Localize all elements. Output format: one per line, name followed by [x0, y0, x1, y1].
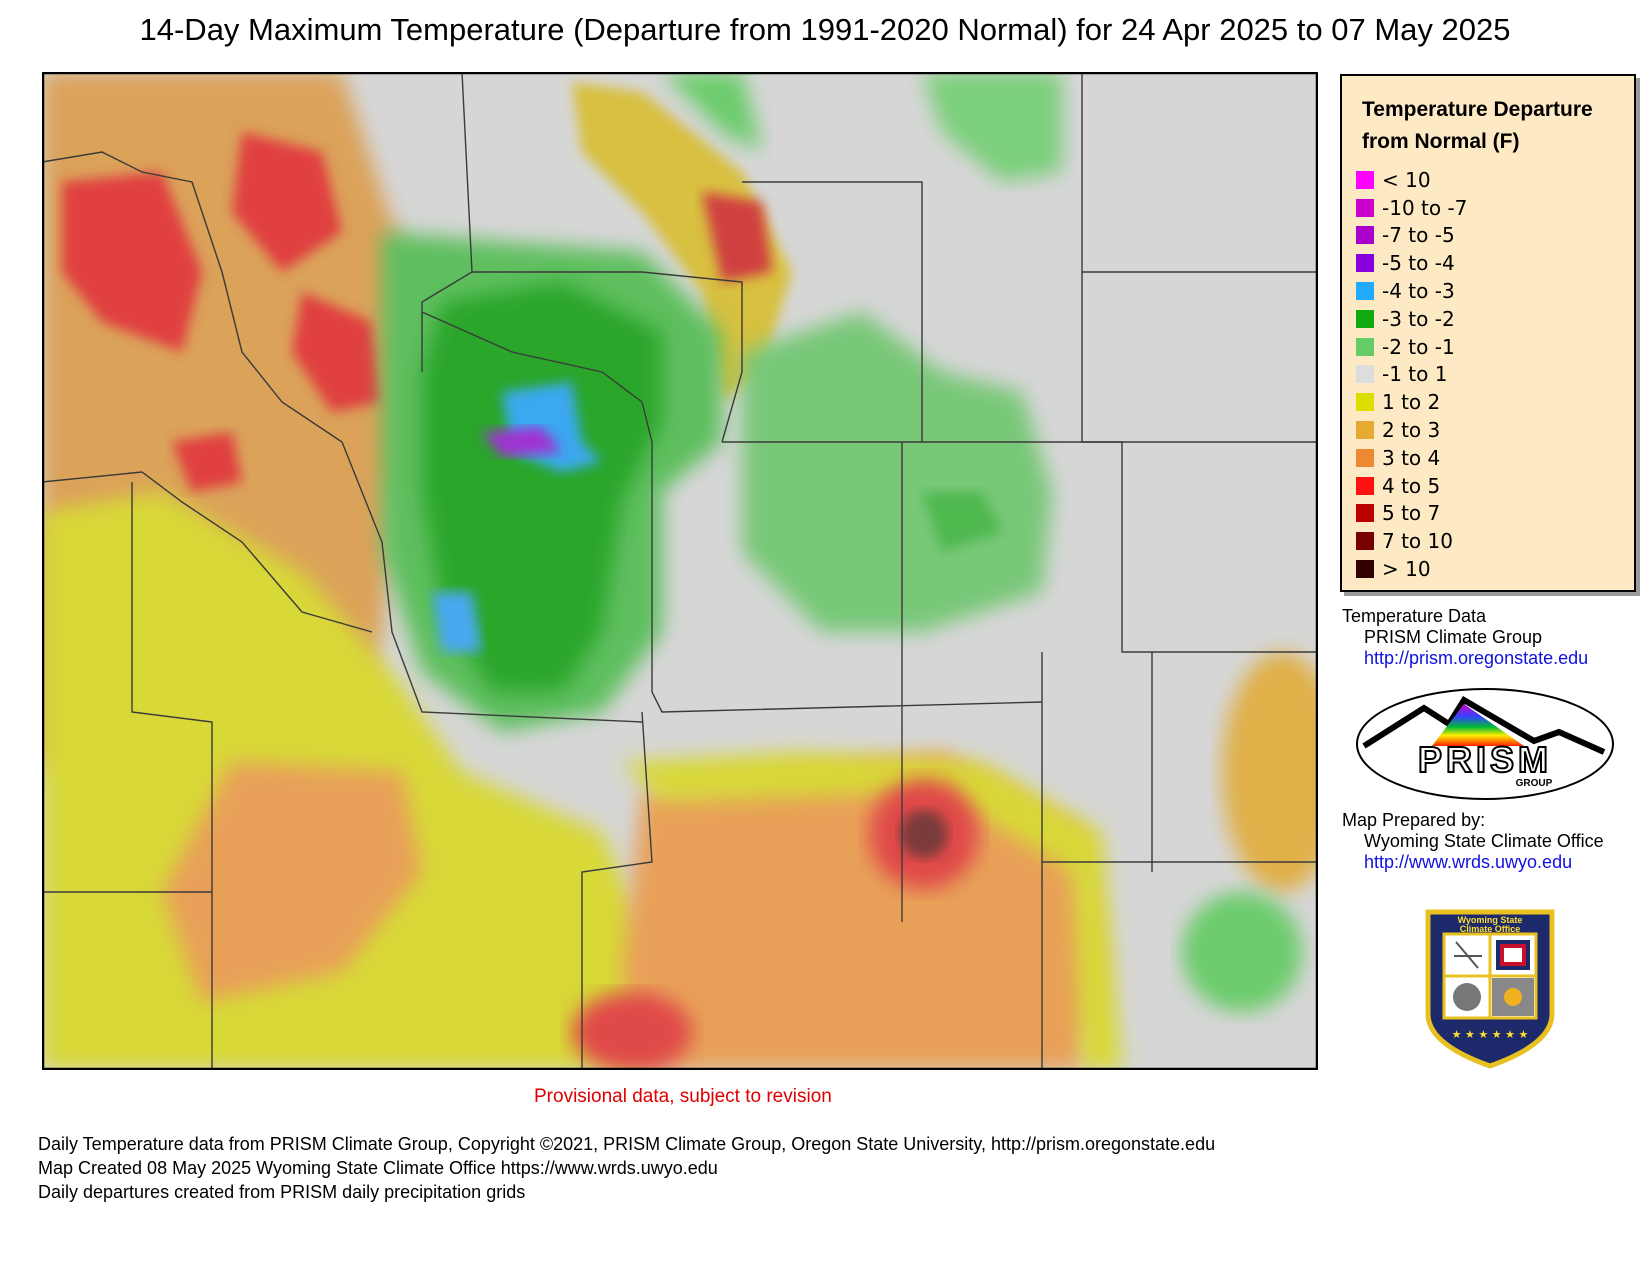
legend-items: < 10 -10 to -7 -7 to -5 -5 to -4 -4 to -3 -3 …	[1356, 166, 1467, 583]
region-east-edge-warm	[1222, 652, 1318, 892]
legend-item: -2 to -1	[1356, 333, 1467, 361]
region-southwest-orange	[162, 762, 422, 1002]
legend-item: 2 to 3	[1356, 416, 1467, 444]
legend-title-line1: Temperature Departure	[1362, 98, 1593, 121]
region-southeast-yellow	[622, 752, 1122, 1070]
hotspot-south	[572, 992, 692, 1070]
legend-item: -1 to 1	[1356, 361, 1467, 389]
legend-item: -10 to -7	[1356, 194, 1467, 222]
legend-label: -4 to -3	[1382, 279, 1455, 304]
legend-item: < 10	[1356, 166, 1467, 194]
legend-label: 1 to 2	[1382, 390, 1441, 415]
region-south-orange	[622, 752, 1102, 1070]
prism-logo: PRISM GROUP	[1356, 688, 1614, 800]
temperature-data-credit: Temperature Data PRISM Climate Group htt…	[1342, 606, 1588, 669]
legend-swatch	[1356, 309, 1374, 328]
legend-label: -3 to -2	[1382, 306, 1455, 331]
legend-item: -3 to -2	[1356, 305, 1467, 333]
legend-title-line2: from Normal (F)	[1362, 130, 1520, 153]
region-west-red-1	[62, 172, 202, 352]
legend-swatch	[1356, 393, 1374, 412]
region-cold-purple	[482, 427, 562, 457]
legend-label: > 10	[1382, 557, 1431, 582]
region-west-red-2	[232, 132, 342, 272]
legend-swatch	[1356, 448, 1374, 467]
legend-swatch	[1356, 365, 1374, 384]
wsco-logo-text-1: Wyoming State	[1458, 915, 1523, 925]
legend-label: -1 to 1	[1382, 362, 1448, 387]
region-east-edge-green	[1182, 892, 1302, 1012]
legend-swatch	[1356, 254, 1374, 273]
legend-swatch	[1356, 560, 1374, 579]
footer-line-1: Daily Temperature data from PRISM Climat…	[38, 1134, 1216, 1154]
legend-label: 5 to 7	[1382, 501, 1441, 526]
legend-item: -7 to -5	[1356, 222, 1467, 250]
legend-item: -5 to -4	[1356, 249, 1467, 277]
legend-label: 2 to 3	[1382, 418, 1441, 443]
legend-item: -4 to -3	[1356, 277, 1467, 305]
region-east-green	[742, 312, 1052, 632]
legend-swatch	[1356, 337, 1374, 356]
legend-swatch	[1356, 532, 1374, 551]
temperature-data-heading: Temperature Data	[1342, 606, 1487, 626]
region-northeast-green	[922, 72, 1062, 182]
legend-label: 3 to 4	[1382, 445, 1441, 470]
wrds-link[interactable]: http://www.wrds.uwyo.edu	[1364, 852, 1573, 872]
legend-label: 7 to 10	[1382, 529, 1453, 554]
prism-logo-subtext: GROUP	[1516, 778, 1553, 789]
region-cold-blue-2	[432, 592, 482, 652]
region-north-green	[662, 72, 762, 152]
legend-swatch	[1356, 282, 1374, 301]
legend-swatch	[1356, 504, 1374, 523]
legend-label: -7 to -5	[1382, 223, 1455, 248]
footer-line-3: Daily departures created from PRISM dail…	[38, 1182, 526, 1202]
legend-title: Temperature Departure from Normal (F)	[1362, 94, 1593, 158]
region-east-darkgreen	[922, 492, 1002, 552]
legend-panel: Temperature Departure from Normal (F) < …	[1340, 74, 1636, 592]
legend-swatch	[1356, 198, 1374, 217]
legend-swatch	[1356, 476, 1374, 495]
hotspot-south-central-core	[900, 810, 948, 858]
region-west-red-4	[172, 432, 242, 492]
legend-label: -2 to -1	[1382, 334, 1455, 359]
temperature-departure-map	[42, 72, 1318, 1070]
county-boundaries	[42, 72, 1318, 1070]
legend-label: -10 to -7	[1382, 195, 1468, 220]
legend-label: -5 to -4	[1382, 251, 1455, 276]
wsco-logo-text-2: Climate Office	[1460, 924, 1521, 934]
map-prepared-credit: Map Prepared by: Wyoming State Climate O…	[1342, 810, 1604, 873]
region-north-ridge-red	[702, 192, 772, 282]
legend-item: 4 to 5	[1356, 472, 1467, 500]
legend-swatch	[1356, 421, 1374, 440]
prism-logo-text: PRISM	[1418, 739, 1552, 780]
wyoming-climate-office-logo: Wyoming State Climate Office ★ ★ ★ ★ ★ ★	[1425, 909, 1555, 1069]
footer-line-2: Map Created 08 May 2025 Wyoming State Cl…	[38, 1158, 718, 1178]
footer-notes: Daily Temperature data from PRISM Climat…	[38, 1132, 1215, 1204]
wsco-logo-stars: ★ ★ ★ ★ ★ ★	[1452, 1028, 1529, 1041]
legend-item: 3 to 4	[1356, 444, 1467, 472]
provisional-note: Provisional data, subject to revision	[534, 1086, 832, 1107]
moon-icon	[1453, 983, 1481, 1011]
map-prepared-by: Wyoming State Climate Office	[1364, 831, 1604, 851]
sun-icon	[1504, 988, 1522, 1006]
map-prepared-heading: Map Prepared by:	[1342, 810, 1486, 830]
region-central-darkgreen	[422, 282, 662, 692]
map-title: 14-Day Maximum Temperature (Departure fr…	[139, 12, 1511, 47]
legend-item: 1 to 2	[1356, 388, 1467, 416]
region-north-ridge	[572, 82, 792, 402]
region-west-red-3	[292, 292, 382, 412]
legend-item: 7 to 10	[1356, 527, 1467, 555]
temperature-data-source: PRISM Climate Group	[1364, 627, 1543, 647]
legend-label: < 10	[1382, 167, 1431, 192]
prism-link[interactable]: http://prism.oregonstate.edu	[1364, 648, 1589, 668]
legend-swatch	[1356, 170, 1374, 189]
map-frame	[42, 72, 1318, 1070]
legend-label: 4 to 5	[1382, 473, 1441, 498]
legend-swatch	[1356, 226, 1374, 245]
legend-item: > 10	[1356, 555, 1467, 583]
legend-item: 5 to 7	[1356, 500, 1467, 528]
